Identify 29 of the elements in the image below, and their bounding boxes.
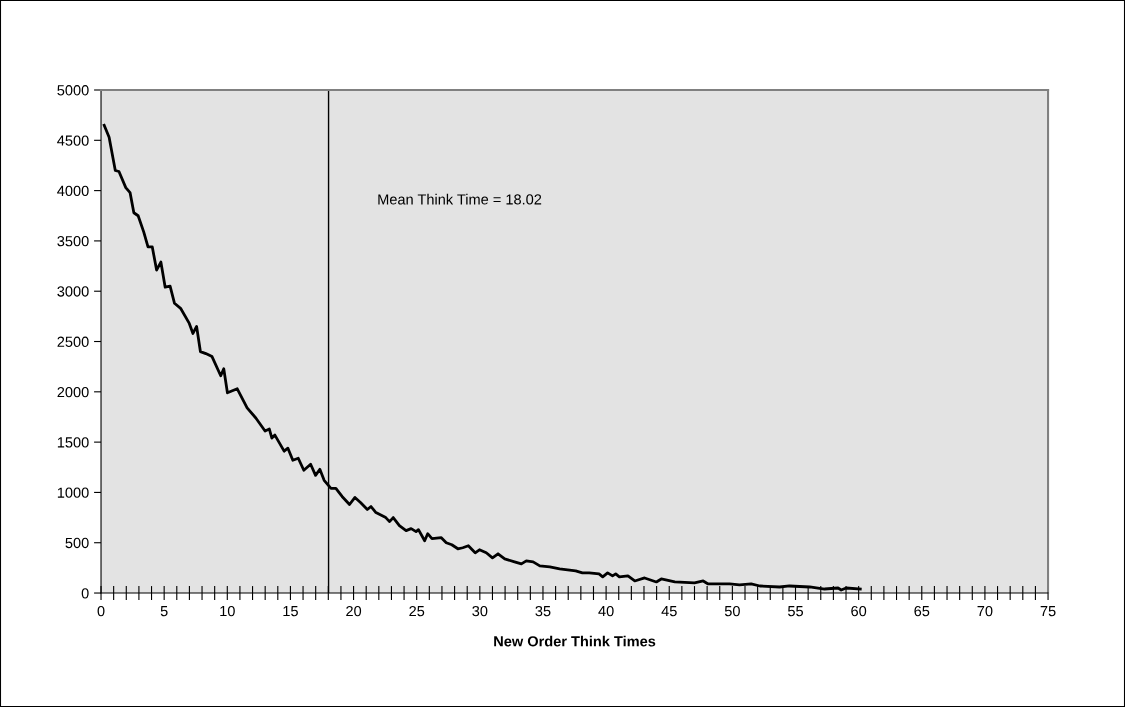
x-tick-label: 10 [220, 605, 235, 617]
y-tick-label: 3500 [57, 236, 89, 247]
x-tick-label: 5 [160, 606, 168, 617]
x-tick-label: 15 [283, 606, 298, 617]
y-tick-label: 2000 [57, 386, 89, 398]
y-tick-label: 0 [81, 588, 89, 599]
x-tick-label: 55 [787, 606, 804, 617]
y-tick-label: 4500 [57, 135, 89, 146]
x-tick-label: 50 [724, 605, 740, 617]
x-tick-label: 65 [914, 605, 930, 617]
y-tick-label: 4000 [57, 185, 89, 197]
x-tick-label: 25 [409, 605, 425, 617]
x-tick-label: 35 [535, 605, 551, 617]
x-tick-label: 40 [598, 605, 614, 617]
x-tick-label: 60 [851, 605, 867, 617]
x-tick-label: 75 [1040, 606, 1056, 617]
y-tick-label: 5000 [57, 85, 89, 96]
x-axis-title: New Order Think Times [494, 635, 656, 647]
y-tick-label: 3000 [57, 286, 89, 297]
x-tick-label: 70 [977, 605, 993, 617]
y-tick-label: 2500 [57, 336, 89, 347]
x-tick-label: 20 [346, 605, 362, 617]
y-tick-label: 1500 [57, 437, 89, 448]
x-tick-label: 45 [661, 606, 677, 617]
ref-line-label: Mean Think Time = 18.02 [378, 193, 542, 205]
y-tick-label: 1000 [57, 487, 89, 498]
x-tick-label: 0 [97, 605, 105, 617]
x-tick-label: 30 [472, 605, 488, 617]
y-tick-label: 500 [65, 537, 89, 549]
